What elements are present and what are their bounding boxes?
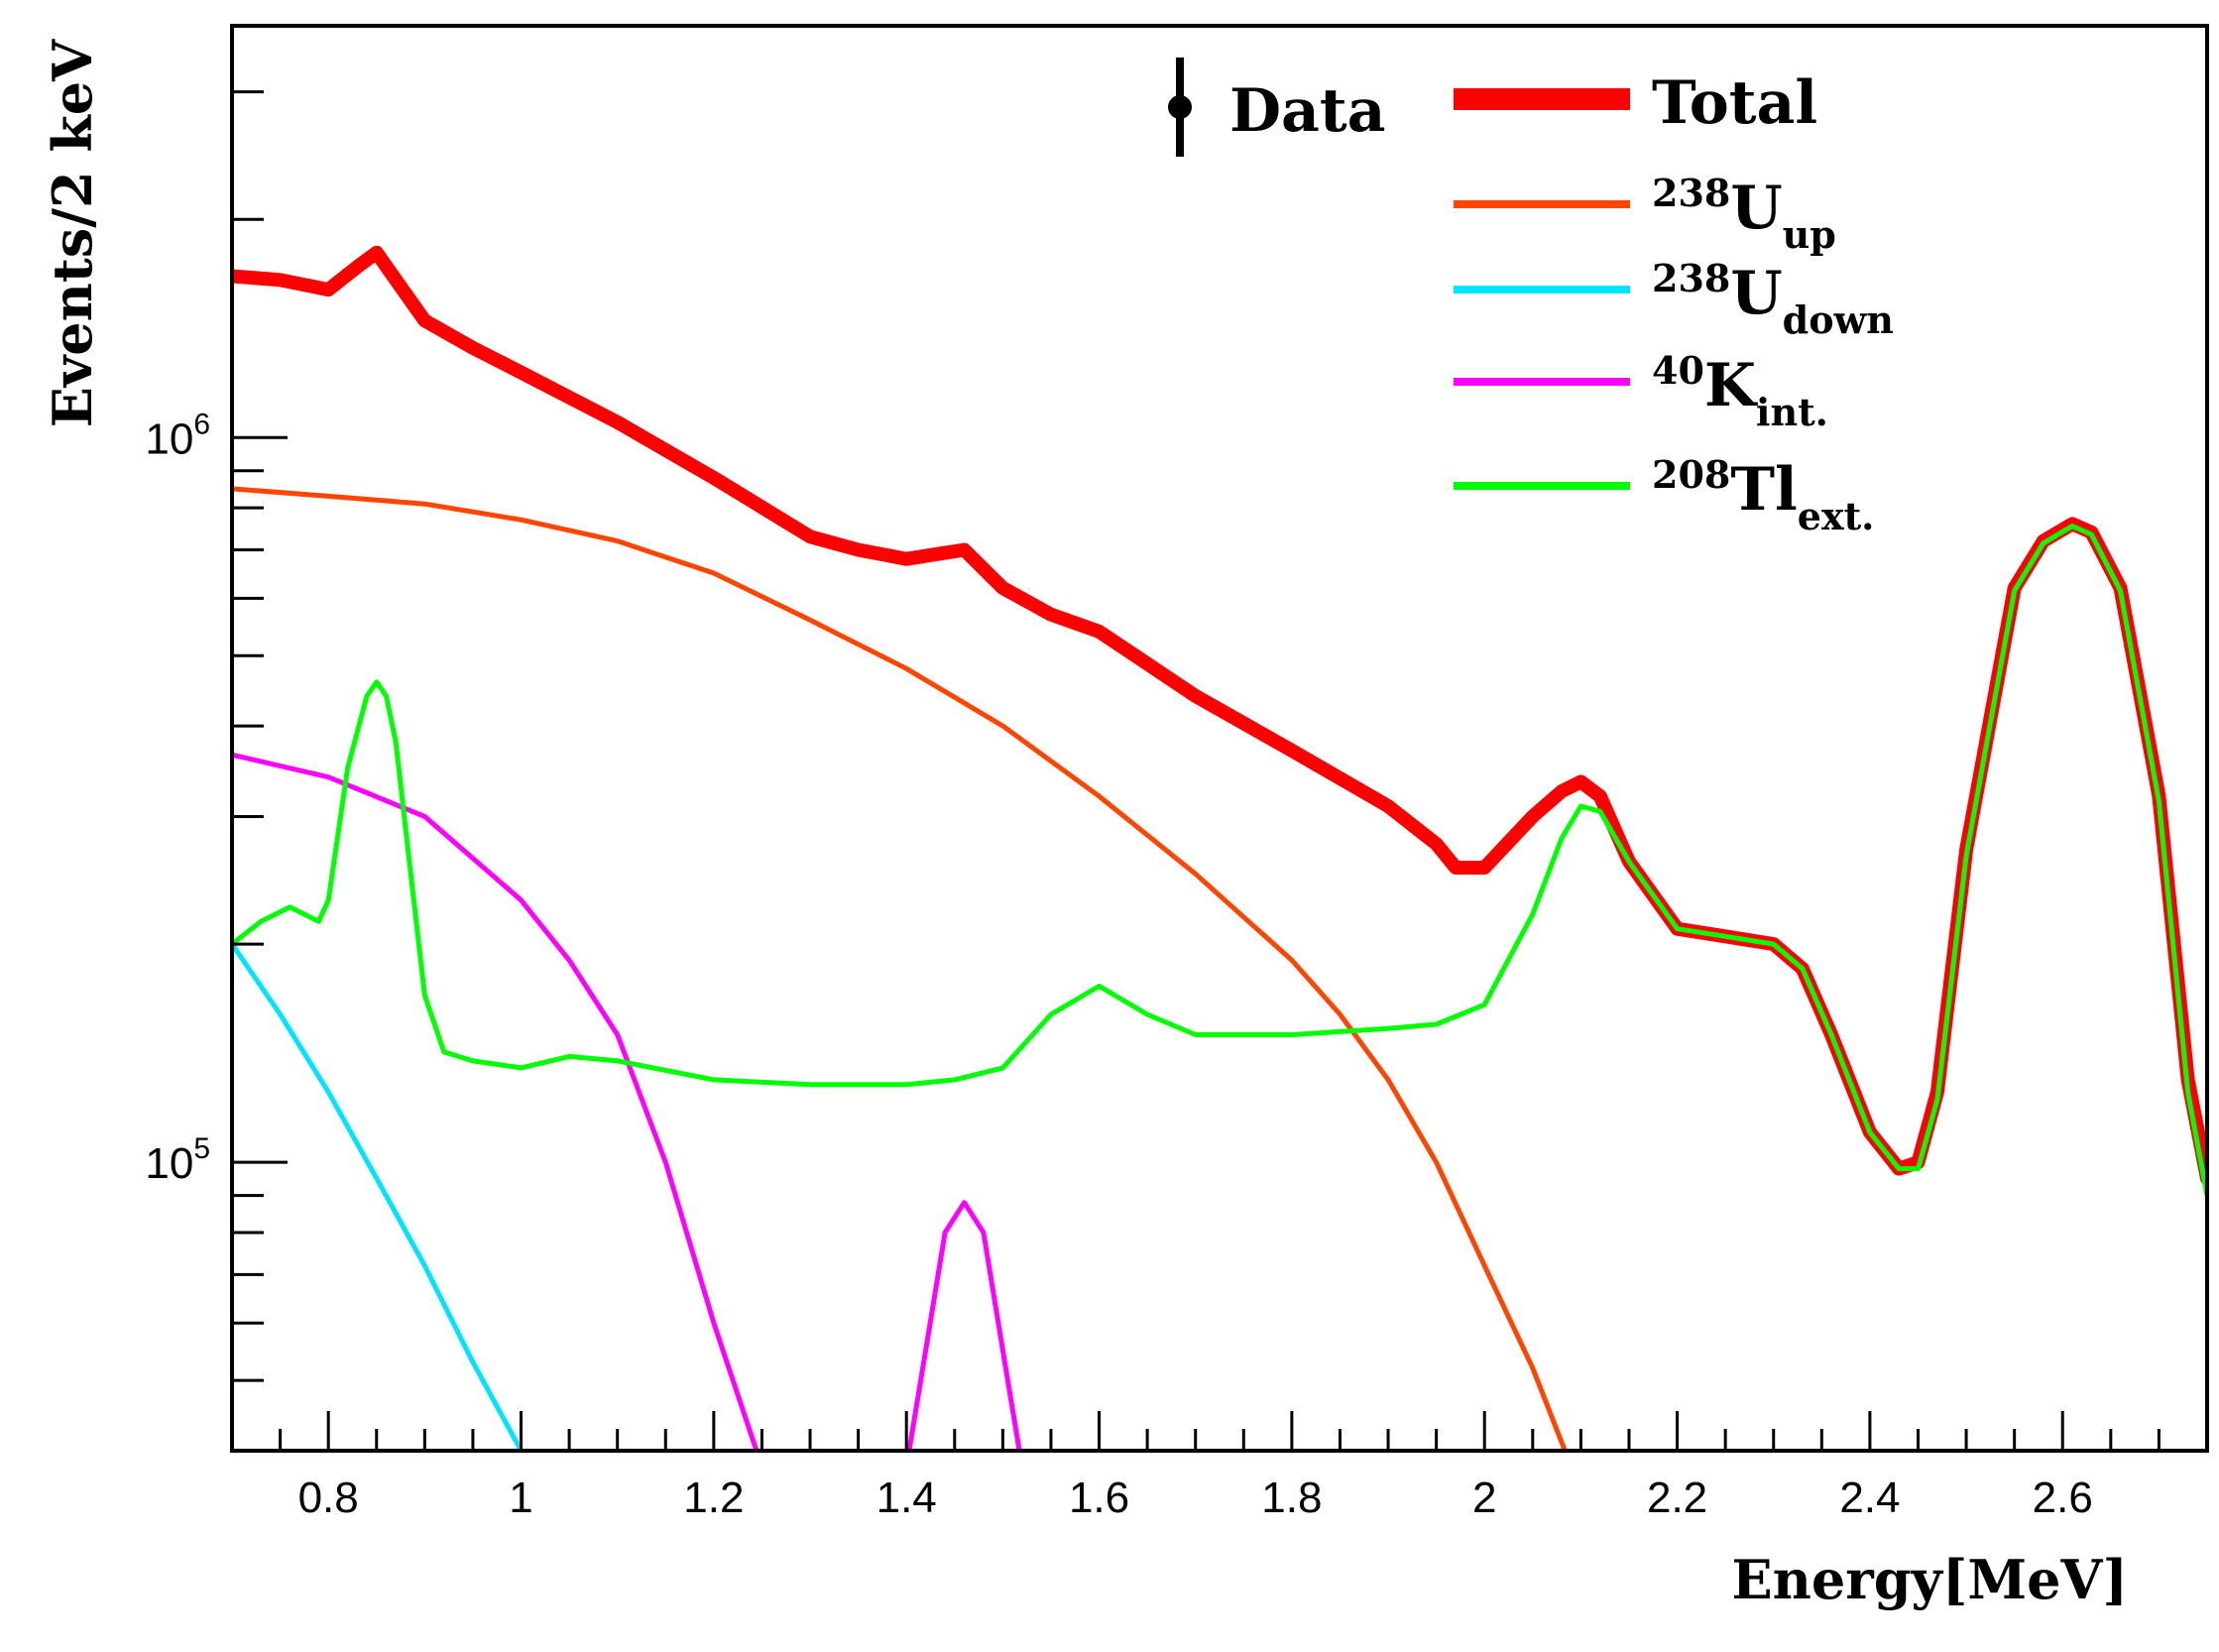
axes-layer: 0.8 1 1.2 1.4 1.6 1.8 2 2.2 2.4 2.6 105 106 <box>145 90 2209 1522</box>
series-line-u238up <box>232 486 1569 1451</box>
x-tick-label: 1 <box>509 1474 532 1522</box>
x-tick-label: 2 <box>1472 1474 1496 1522</box>
x-tick-label: 1.8 <box>1261 1474 1322 1522</box>
series-line-tl208 <box>232 524 2207 1199</box>
series-layer <box>232 245 2207 1451</box>
plot-frame <box>230 24 2209 1453</box>
legend-label-u238up: 238Uup <box>1652 171 1836 257</box>
series-line-u238down <box>232 941 524 1451</box>
legend-label-total: Total <box>1652 68 1817 138</box>
x-tick-label: 2.4 <box>1839 1474 1900 1522</box>
x-tick-label: 2.2 <box>1647 1474 1707 1522</box>
legend-label-tl208: 208Tlext. <box>1652 452 1874 538</box>
legend-label-data: Data <box>1229 76 1386 146</box>
x-tick-label: 2.6 <box>2033 1474 2093 1522</box>
y-tick-label: 105 <box>145 1132 210 1188</box>
series-line-k40_peak <box>906 1200 1022 1451</box>
y-axis-title: Events/2 keV <box>41 39 104 427</box>
x-tick-label: 1.2 <box>683 1474 744 1522</box>
x-tick-label: 1.6 <box>1069 1474 1129 1522</box>
x-axis-title: Energy[MeV] <box>1732 1548 2129 1611</box>
legend-marker-data-dot <box>1168 95 1192 119</box>
series-line-k40_cont <box>232 752 759 1451</box>
y-tick-label: 106 <box>145 408 210 463</box>
legend-label-u238down: 238Udown <box>1652 256 1894 342</box>
legend-label-k40: 40Kint. <box>1652 348 1828 434</box>
x-tick-label: 1.4 <box>876 1474 937 1522</box>
x-tick-label: 0.8 <box>298 1474 359 1522</box>
